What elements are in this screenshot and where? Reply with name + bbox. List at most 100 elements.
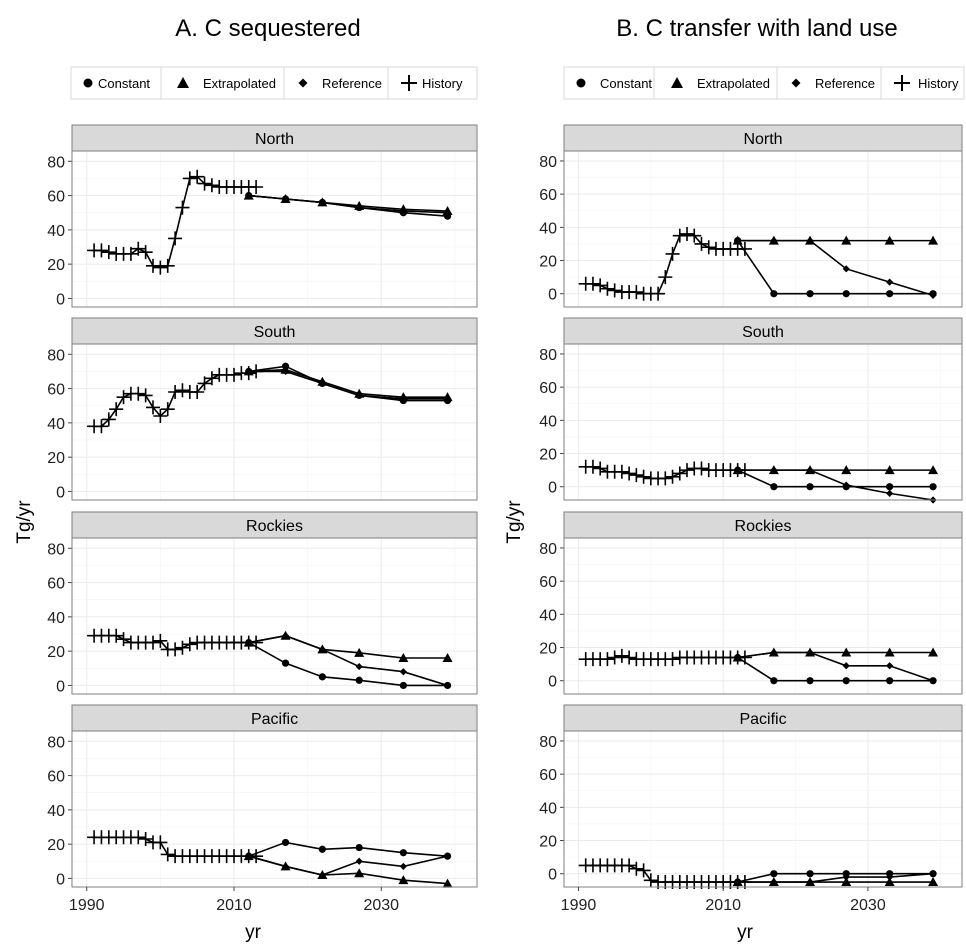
legend-key-constant-icon [576, 78, 586, 88]
y-tick-label: 0 [56, 291, 65, 308]
chart-b-panels: North 0 20 40 60 80 South 0 20 40 60 80 Rockies 0 20 40… [539, 124, 963, 914]
legend-label-reference: Reference [322, 76, 382, 91]
history-point [153, 260, 168, 275]
panel-north: North 0 20 40 60 80 [539, 124, 963, 308]
history-point [585, 459, 600, 474]
history-point [182, 637, 197, 652]
reference-point [399, 207, 407, 215]
y-tick-label: 40 [539, 607, 557, 624]
y-tick-label: 60 [539, 574, 557, 591]
y-tick-label: 40 [47, 803, 65, 820]
reference-point [929, 677, 937, 685]
y-tick-label: 0 [548, 287, 557, 304]
history-point [123, 246, 138, 261]
panel-strip [563, 317, 963, 345]
history-point [116, 390, 131, 405]
reference-point [318, 871, 326, 879]
reference-point [734, 653, 742, 662]
constant-point [399, 849, 407, 857]
history-point [146, 258, 160, 273]
history-point [622, 650, 637, 665]
legend-key-reference-icon [298, 78, 308, 88]
series-line-reference [737, 239, 934, 297]
history-point [629, 468, 644, 483]
y-tick-label: 20 [539, 447, 557, 464]
history-point [658, 471, 673, 486]
extrapolated-point [884, 877, 895, 887]
history-point [160, 402, 175, 417]
history-point [160, 847, 175, 862]
history-point [160, 258, 175, 273]
history-point [182, 171, 197, 186]
legend-key-history-icon [894, 75, 910, 91]
y-tick-label: 20 [47, 837, 65, 854]
constant-point [318, 845, 326, 853]
y-tick-label: 20 [47, 450, 65, 467]
history-point [600, 281, 615, 296]
legend-label-constant: Constant [600, 76, 652, 91]
extrapolated-point [398, 653, 409, 662]
legend-key-constant-icon [83, 78, 93, 88]
reference-point [886, 489, 894, 497]
constant-point [842, 677, 850, 685]
panel-strip [563, 704, 963, 732]
reference-point [399, 668, 407, 676]
series-line-reference [737, 872, 934, 883]
history-point [636, 469, 651, 484]
constant-point [929, 483, 937, 491]
series-line-reference [248, 634, 448, 687]
y-tick-label: 20 [539, 641, 557, 658]
panel-border [71, 150, 478, 308]
legend-label-extrapolated: Extrapolated [697, 76, 770, 91]
history-point [94, 243, 109, 258]
constant-point [806, 290, 814, 298]
history-point [109, 628, 124, 643]
history-point [138, 388, 153, 403]
y-tick-label: 80 [47, 734, 65, 751]
history-point [651, 286, 666, 301]
history-point [153, 835, 168, 850]
reference-point [443, 395, 452, 403]
history-point [138, 832, 153, 846]
history-point [175, 383, 190, 398]
panel-border [563, 343, 963, 501]
reference-point [281, 862, 290, 871]
reference-point [443, 852, 452, 860]
reference-point [399, 395, 407, 403]
x-tick-label: 1990 [561, 897, 597, 914]
chart-b-title: B. C transfer with land use [616, 15, 897, 42]
reference-point [734, 237, 742, 245]
history-point [197, 376, 212, 391]
legend-label-history: History [422, 76, 463, 91]
extrapolated-point [354, 647, 365, 657]
y-tick-label: 0 [56, 871, 65, 888]
extrapolated-point [398, 875, 409, 885]
extrapolated-point [841, 647, 852, 657]
extrapolated-point [354, 868, 365, 878]
legend-label-history: History [918, 76, 959, 91]
constant-point [806, 483, 814, 491]
history-point [593, 461, 608, 476]
constant-point [806, 870, 814, 878]
y-tick-label: 60 [539, 187, 557, 204]
y-tick-label: 60 [539, 767, 557, 784]
y-tick-label: 80 [47, 347, 65, 364]
history-point [175, 200, 190, 215]
history-point [204, 178, 219, 193]
y-tick-label: 0 [548, 480, 557, 497]
constant-point [806, 677, 814, 685]
chart-b-legend: Constant Extrapolated Reference History [563, 66, 965, 100]
panel-background [72, 151, 477, 307]
history-point [131, 386, 146, 401]
history-point [138, 245, 153, 260]
legend-label-constant: Constant [98, 76, 150, 91]
y-tick-label: 80 [539, 734, 557, 751]
history-point [614, 464, 629, 479]
reference-point [886, 662, 894, 670]
panel-border [71, 343, 478, 501]
reference-point [734, 878, 742, 886]
constant-point [842, 290, 850, 298]
reference-point [355, 857, 363, 865]
history-point [175, 640, 190, 655]
